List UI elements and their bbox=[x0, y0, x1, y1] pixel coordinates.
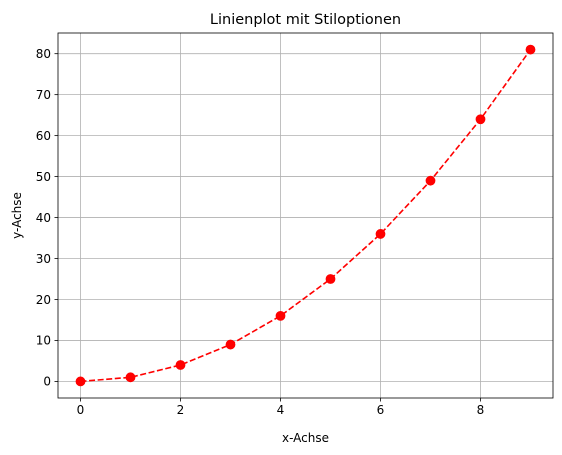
data-point bbox=[175, 360, 186, 370]
series-line bbox=[80, 49, 532, 383]
x-axis-label: x-Achse bbox=[282, 431, 329, 445]
data-point bbox=[425, 175, 436, 186]
y-tick-label: 70 bbox=[36, 88, 51, 102]
y-tick-label: 60 bbox=[36, 129, 51, 143]
x-tick-label: 2 bbox=[177, 403, 185, 417]
y-tick-label: 0 bbox=[43, 375, 51, 389]
x-tick-label: 4 bbox=[277, 403, 285, 417]
y-tick-label: 30 bbox=[36, 252, 51, 266]
y-tick-label: 40 bbox=[36, 211, 51, 225]
data-point bbox=[475, 114, 486, 125]
x-tick-label: 6 bbox=[377, 403, 385, 417]
plot-area-frame bbox=[57, 32, 554, 399]
y-tick-label: 20 bbox=[36, 293, 51, 307]
chart-title: Linienplot mit Stiloptionen bbox=[210, 12, 401, 28]
data-point bbox=[375, 229, 386, 239]
x-tick-label: 0 bbox=[77, 403, 85, 417]
y-tick-label: 50 bbox=[36, 170, 51, 184]
data-point bbox=[225, 339, 236, 350]
data-point bbox=[325, 274, 336, 284]
data-point bbox=[125, 372, 136, 383]
y-tick-label: 80 bbox=[36, 47, 51, 61]
data-point bbox=[275, 310, 286, 321]
data-point bbox=[75, 376, 86, 387]
y-axis-label: y-Achse bbox=[10, 192, 24, 239]
x-tick-label: 8 bbox=[477, 403, 485, 417]
y-tick-label: 10 bbox=[36, 334, 51, 348]
grid-lines bbox=[58, 33, 553, 398]
data-point bbox=[525, 44, 536, 55]
data-series bbox=[75, 44, 536, 387]
